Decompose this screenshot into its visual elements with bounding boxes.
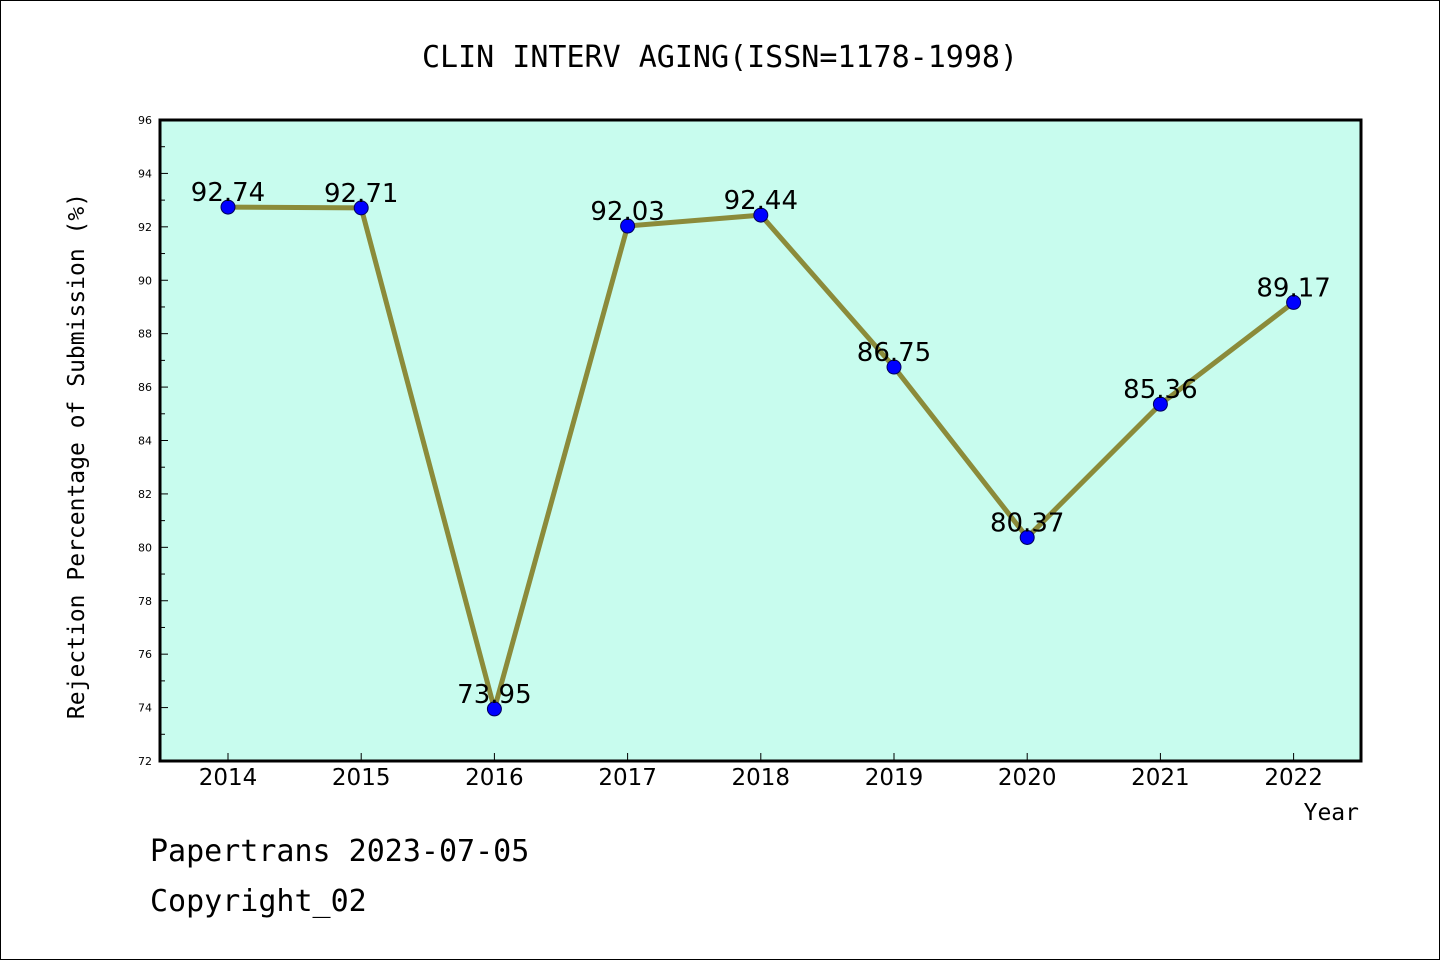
data-label: 92.74: [191, 178, 265, 208]
x-tick-label: 2015: [332, 765, 391, 791]
data-point: [1286, 294, 1302, 310]
x-tick-label: 2016: [465, 765, 524, 791]
data-label: 85.36: [1123, 375, 1197, 405]
data-point: [220, 199, 236, 215]
data-point: [620, 218, 636, 234]
y-axis-label: Rejection Percentage of Submission (%): [64, 193, 90, 719]
x-tick-label: 2020: [998, 765, 1057, 791]
x-axis: 2014 2015 2016 2017 2018 2019 2020 2021 2022: [199, 753, 1323, 791]
y-tick-label: 86: [138, 381, 152, 394]
y-tick-label: 92: [138, 221, 152, 234]
chart-title: CLIN INTERV AGING(ISSN=1178-1998): [422, 40, 1018, 75]
data-point: [353, 200, 369, 216]
data-label: 92.03: [590, 197, 664, 227]
y-tick-label: 74: [138, 702, 152, 715]
data-label: 73.95: [457, 680, 531, 710]
data-point: [886, 359, 902, 375]
y-tick-label: 84: [138, 435, 152, 448]
y-axis: 72 74 76 78 80 82 84 86 88 90 92 94 96: [138, 114, 168, 768]
series-markers: [220, 199, 1302, 717]
data-label: 89.17: [1256, 273, 1330, 303]
y-tick-label: 88: [138, 328, 152, 341]
x-tick-label: 2022: [1264, 765, 1323, 791]
data-point: [753, 207, 769, 223]
plot-area: [158, 118, 1363, 763]
x-tick-label: 2018: [732, 765, 791, 791]
x-tick-label: 2019: [865, 765, 924, 791]
x-axis-label: Year: [1304, 800, 1359, 826]
y-tick-label: 94: [138, 167, 152, 180]
data-point: [1019, 529, 1035, 545]
y-tick-label: 96: [138, 114, 152, 127]
y-tick-label: 90: [138, 274, 152, 287]
y-tick-label: 72: [138, 755, 152, 768]
x-tick-label: 2014: [199, 765, 258, 791]
x-tick-label: 2021: [1131, 765, 1190, 791]
x-tick-label: 2017: [598, 765, 657, 791]
y-tick-label: 80: [138, 541, 152, 554]
footer-date: Papertrans 2023-07-05: [150, 834, 530, 869]
data-label: 92.44: [724, 186, 798, 216]
data-label: 86.75: [857, 338, 931, 368]
data-label: 92.71: [324, 179, 398, 209]
y-tick-label: 82: [138, 488, 152, 501]
footer-copyright: Copyright_02: [150, 884, 367, 919]
data-point: [486, 701, 502, 717]
data-point: [1152, 396, 1168, 412]
data-labels: 92.74 92.71 73.95 92.03 92.44 86.75 80.37 85.36…: [191, 178, 1331, 710]
y-tick-label: 76: [138, 648, 152, 661]
data-label: 80.37: [990, 508, 1064, 538]
y-tick-label: 78: [138, 595, 152, 608]
